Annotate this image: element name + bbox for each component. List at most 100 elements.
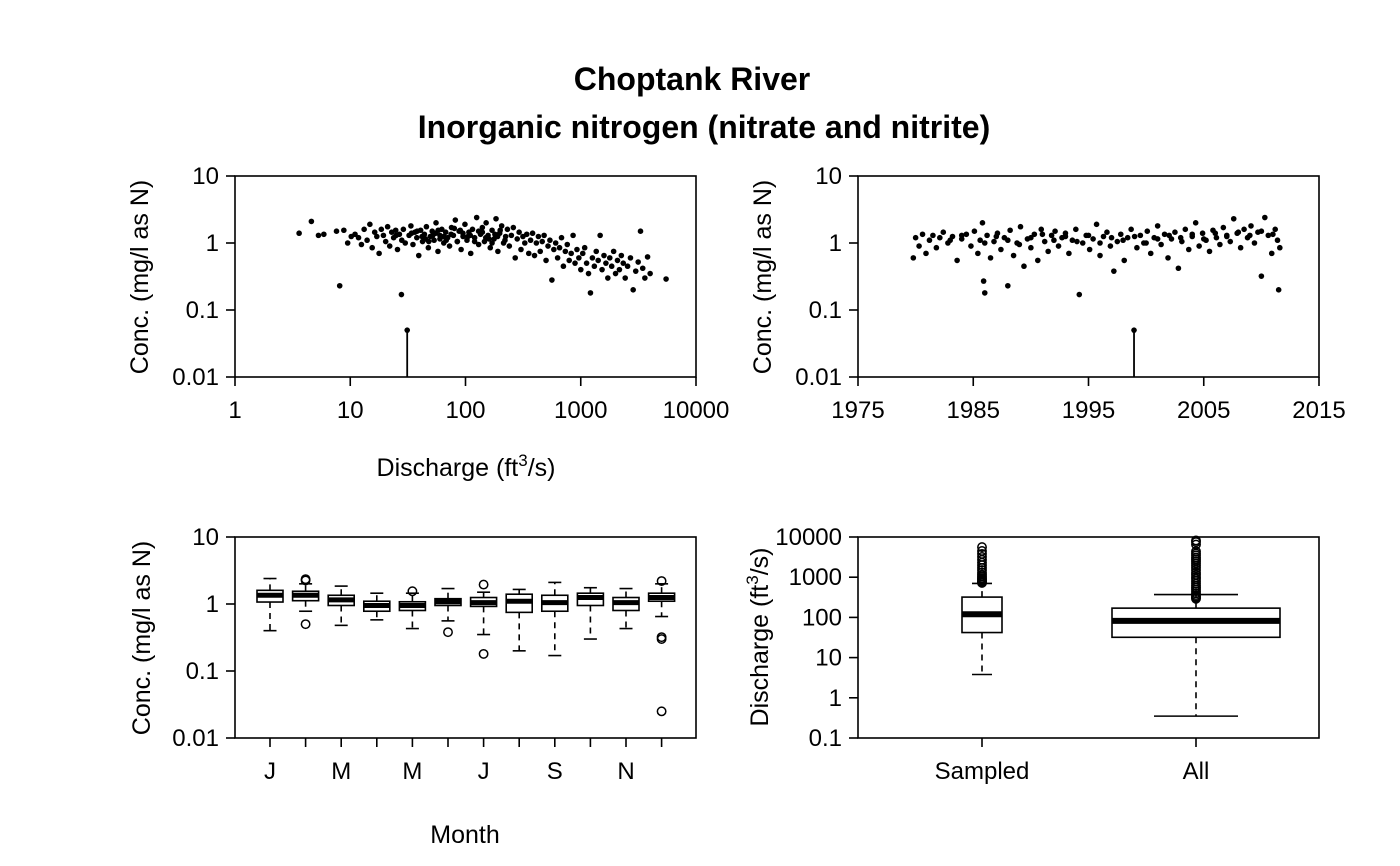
panel2-point — [1277, 244, 1283, 251]
panel1-point — [473, 214, 480, 221]
panel2-point — [1272, 226, 1279, 233]
panel2-point — [1165, 255, 1171, 261]
panel4-ytick-label: 100 — [802, 604, 842, 631]
panel1-xlabel: Discharge (ft3/s) — [377, 451, 556, 482]
panel2-frame — [857, 175, 1320, 378]
panel1-point — [386, 243, 393, 249]
panel1-xlabel-end: /s) — [528, 454, 556, 482]
panel2-xtick-label: 1975 — [831, 397, 884, 424]
panel2-point — [1206, 248, 1213, 255]
panel3-xtick-label: J — [264, 758, 276, 785]
panel1-point — [622, 275, 628, 281]
panel4-outlier — [977, 548, 987, 559]
panel2-point — [1031, 231, 1038, 238]
panel1-point — [533, 240, 540, 246]
panel2-point — [1166, 232, 1172, 239]
panel1-point — [547, 237, 553, 244]
panel2-point — [937, 234, 943, 241]
panel1-point — [593, 248, 600, 255]
panel2-point — [1199, 230, 1206, 237]
panel1-xtick-label: 10 — [337, 397, 364, 424]
panel2-point — [1045, 248, 1051, 255]
panel1-point — [454, 238, 461, 245]
panel1-point — [514, 236, 521, 242]
panel2-point — [923, 250, 929, 257]
panel1-point — [489, 227, 495, 234]
panel2-point — [998, 246, 1004, 253]
panel2-point — [1196, 243, 1202, 249]
panel2-point — [1235, 229, 1242, 235]
panel3-ytick-label: 0.1 — [186, 658, 219, 685]
panel4-xtick-label: Sampled — [935, 758, 1030, 785]
panel2-point — [1016, 241, 1023, 248]
panel3-xtick-label: M — [402, 758, 422, 785]
panel1-point — [435, 227, 442, 234]
panel1-point — [549, 277, 555, 283]
panel3-xtick-label: N — [617, 758, 634, 785]
panel3-ylabel: Conc. (mg/l as N) — [128, 541, 156, 735]
panel2-point — [1158, 241, 1164, 248]
panel1-point — [460, 230, 466, 237]
panel2-point — [971, 228, 978, 235]
panel2-point — [1134, 244, 1140, 251]
panel1-point — [393, 232, 399, 239]
panel2-xtick-label: 1995 — [1062, 397, 1115, 424]
panel1-point — [429, 232, 436, 239]
panel1-point — [562, 248, 569, 255]
panel1-point — [568, 250, 574, 257]
panel1-xtick-label: 1 — [228, 397, 241, 424]
panel1-point — [591, 263, 598, 270]
panel3-outlier — [656, 706, 667, 717]
panel1-point — [487, 244, 494, 251]
panel1-point — [423, 223, 430, 230]
panel2-point — [1114, 238, 1121, 245]
panel1-point — [380, 232, 387, 239]
panel1-point — [601, 252, 607, 259]
panel1-point — [578, 266, 584, 273]
panel1-point — [378, 226, 385, 233]
panel2-point — [993, 233, 1000, 240]
panel2-point — [1230, 215, 1237, 222]
panel1-point — [620, 260, 627, 266]
panel1-point — [506, 243, 513, 249]
panel3-outlier — [656, 632, 667, 643]
panel1-point — [610, 248, 617, 255]
panel4-outlier — [1191, 535, 1201, 546]
panel1-point — [531, 252, 538, 259]
panel2-point — [958, 232, 965, 239]
panel1-point — [508, 232, 515, 239]
panel1-point — [581, 244, 588, 251]
panel2-point — [1017, 223, 1024, 230]
panel2-ytick-label: 0.1 — [809, 297, 842, 324]
panel2-point — [1048, 232, 1055, 239]
panel1-point — [364, 237, 370, 244]
panel2-point — [1074, 238, 1080, 245]
panel1-point — [502, 237, 508, 244]
panel3-outlier — [300, 619, 311, 630]
panel1-point — [574, 246, 580, 253]
chart-title-line1: Choptank River — [574, 61, 810, 97]
panel1-point — [415, 252, 422, 259]
panel2-point — [1241, 226, 1247, 233]
panel1-point — [630, 287, 636, 293]
panel1-point — [398, 237, 405, 244]
panel2-point — [912, 234, 919, 241]
panel1-point — [404, 327, 411, 333]
panel2-point — [1270, 231, 1276, 238]
panel2-point — [1086, 246, 1093, 253]
panel2-point — [975, 250, 981, 257]
panel1-ylabel: Conc. (mg/l as N) — [126, 180, 154, 374]
panel2-point — [1275, 287, 1282, 293]
panel2-point — [1147, 250, 1154, 257]
panel4-frame — [857, 536, 1320, 739]
panel1-point — [558, 234, 565, 241]
panel1-point — [475, 241, 482, 248]
panel2-point — [1069, 237, 1076, 244]
panel1-point — [462, 221, 468, 228]
panel4-ylabel-main: Discharge (ft — [746, 585, 774, 727]
panel2-point — [1028, 234, 1034, 241]
panel3-outlier — [443, 627, 453, 638]
panel1-point — [392, 227, 399, 234]
panel1-axes: 0.01 0.1 1 10 1 10 100 1000 10000 — [172, 163, 729, 424]
panel1-point — [606, 255, 613, 261]
